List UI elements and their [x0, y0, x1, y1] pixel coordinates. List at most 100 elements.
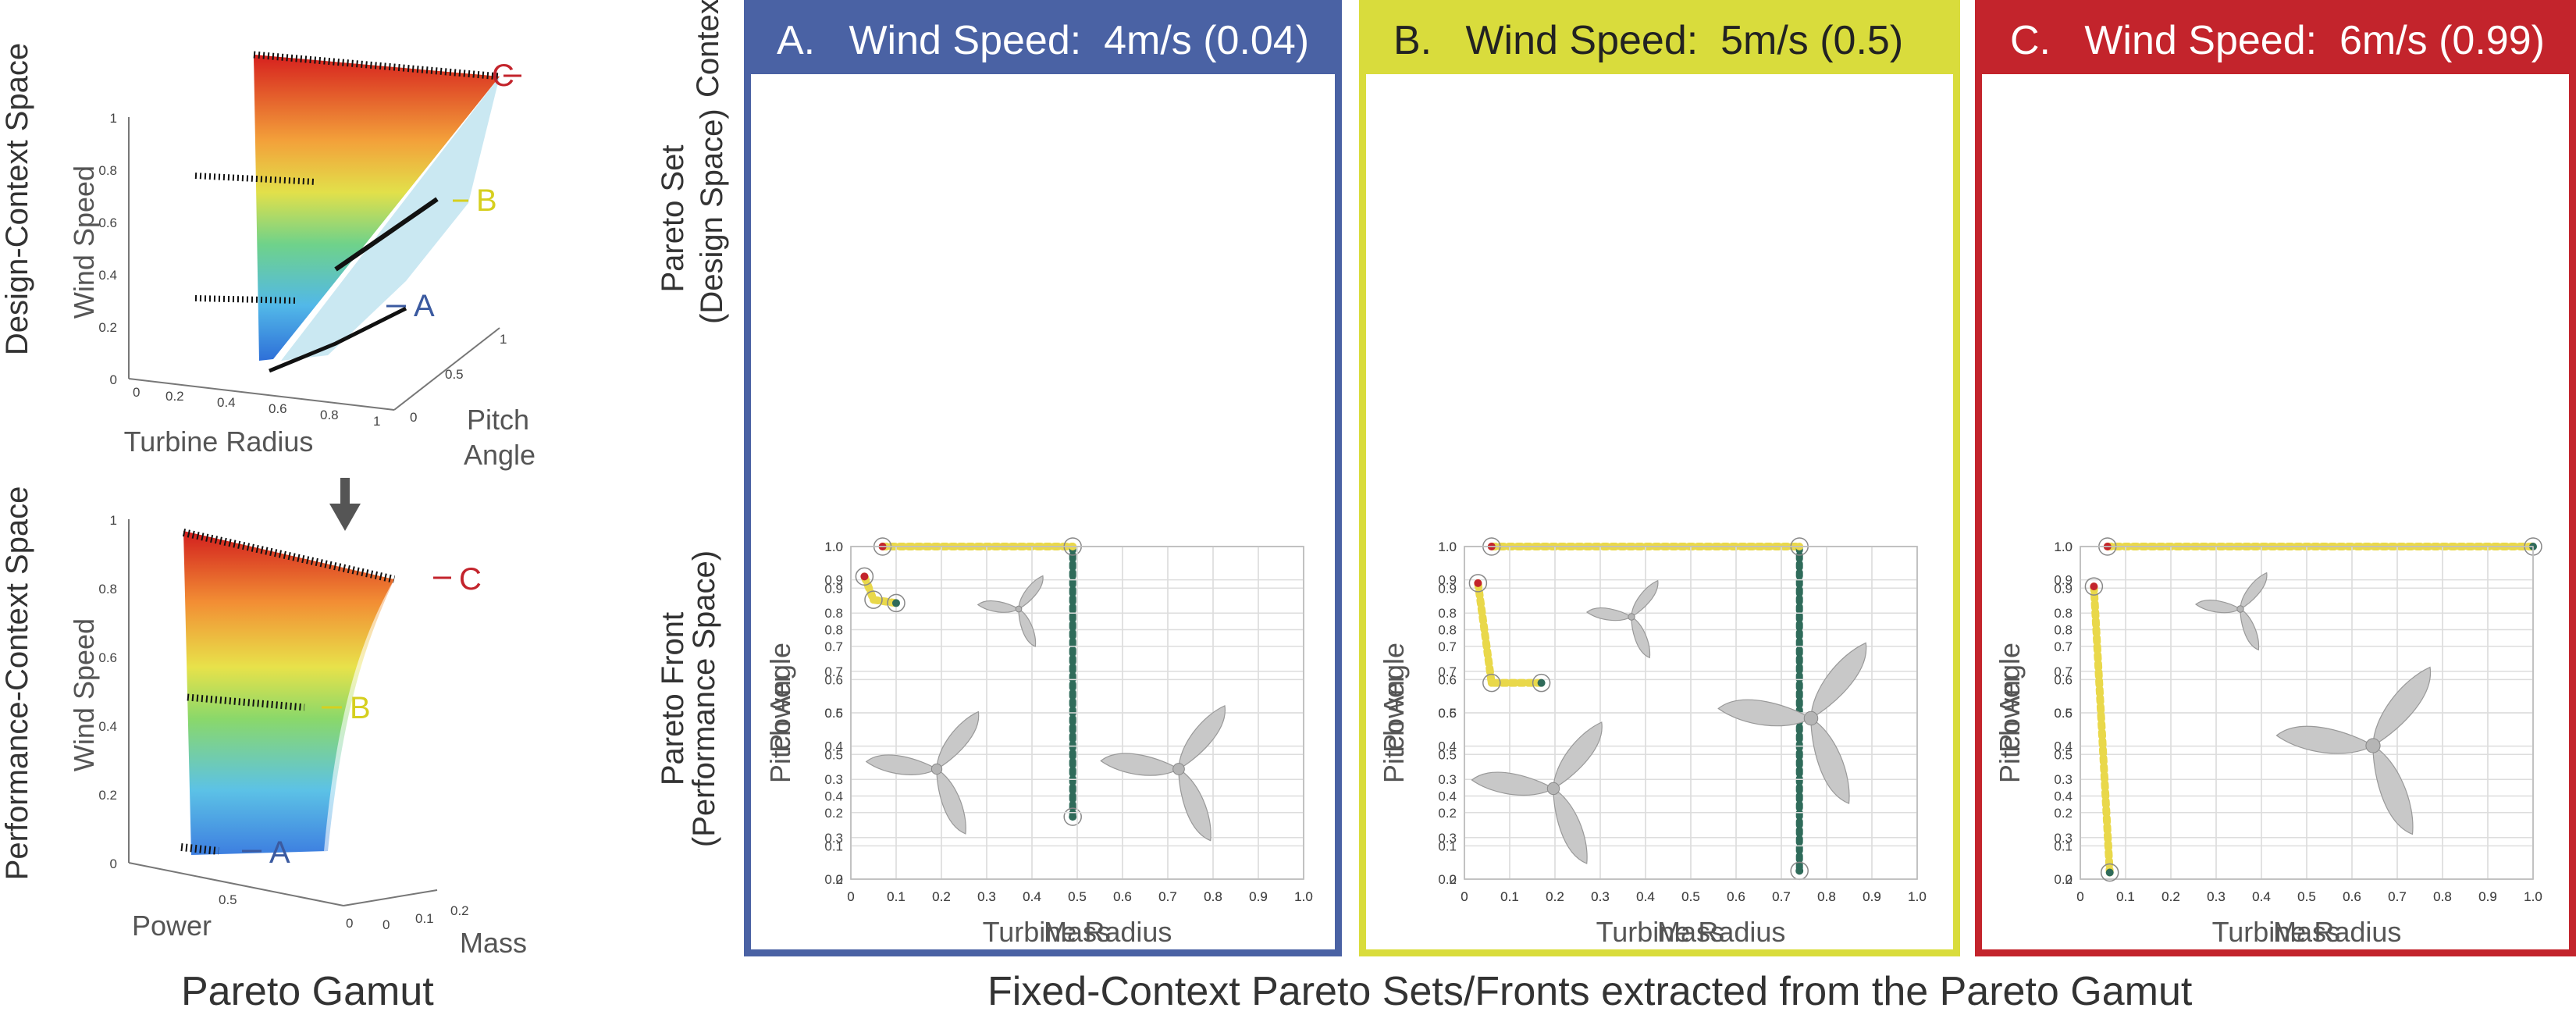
x-tick-label: 0.7 [1158, 889, 1177, 904]
tick-label: 0.5 [445, 367, 464, 382]
turbine-blade [936, 767, 966, 835]
x-tick-label: 0.3 [1591, 889, 1610, 904]
x-tick-label: 0.3 [2207, 889, 2226, 904]
plot-frame [850, 546, 1304, 880]
data-point [1069, 813, 1077, 821]
x-tick-label: 0.8 [1204, 889, 1222, 904]
x-axis-label: Mass [2273, 916, 2340, 948]
turbine-blade [1810, 642, 1867, 720]
tick-label: 0.5 [219, 892, 237, 907]
y-axis-label: Power [764, 673, 796, 753]
y-tick-label: 0.1 [2054, 839, 2073, 853]
x-tick-label: 0.1 [2116, 889, 2135, 904]
x-tick-label: 0.6 [2343, 889, 2361, 904]
y-tick-label: 0.3 [2054, 831, 2073, 846]
x-tick-label: 0.5 [1068, 889, 1087, 904]
x-tick-label: 0.1 [1500, 889, 1519, 904]
x-tick-label: 0.2 [932, 889, 951, 904]
turbine-blade [2275, 725, 2375, 754]
design-context-3d-plot: C B A [128, 51, 521, 411]
y-tick-label: 0.3 [824, 831, 843, 846]
tick-label: 0.8 [98, 163, 117, 178]
design-z-ticks: 1 0.8 0.6 0.4 0.2 0 [98, 111, 117, 387]
turbine-blade [977, 600, 1020, 613]
y-tick-label: 0.9 [2054, 573, 2073, 588]
tick-label: 0.2 [98, 788, 117, 803]
turbine-icon-large [1717, 642, 1867, 804]
y-tick-label: 0.5 [2054, 747, 2073, 762]
y-tick-label: 0.4 [1438, 789, 1457, 804]
tick-label: 1 [110, 111, 117, 126]
highlight-ring [1468, 574, 1488, 593]
tick-label: 0.6 [269, 401, 287, 416]
panel-c-header-band [1982, 7, 2569, 74]
tick-label: 1 [373, 414, 380, 429]
y-tick-label: 0.7 [824, 639, 843, 654]
y-tick-label: 0.4 [2054, 739, 2073, 754]
y-tick-label: 0.7 [2054, 639, 2073, 654]
tick-label: 0.8 [320, 408, 339, 422]
highlight-ring [1532, 673, 1551, 693]
plot-frame [1464, 546, 1918, 880]
x-tick-label: 0.4 [2252, 889, 2271, 904]
x-tick-label: 0.5 [1681, 889, 1700, 904]
x-tick-label: 0.6 [1727, 889, 1745, 904]
x-tick-label: 0.8 [1204, 889, 1222, 904]
y-tick-label: 0.6 [2054, 672, 2073, 687]
tick-label: 0.2 [450, 903, 469, 918]
y-tick-label: 0.9 [1438, 573, 1457, 588]
y-tick-label: 0.7 [2054, 664, 2073, 679]
slice-label-b-perf: B [350, 691, 371, 725]
x-tick-label: 0.5 [2297, 889, 2316, 904]
x-axis-label: Turbine Radius [2212, 916, 2402, 948]
y-tick-label: 0.5 [824, 747, 843, 762]
x-tick-label: 0.5 [1681, 889, 1700, 904]
x-tick-label: 0.6 [1727, 889, 1745, 904]
panel-a [744, 0, 1342, 956]
x-tick-label: 0 [847, 889, 854, 904]
x-tick-label: 0.6 [1113, 889, 1132, 904]
x-tick-label: 1.0 [1294, 889, 1313, 904]
tick-label: 1 [500, 332, 507, 347]
y-tick-label: 0.8 [2054, 623, 2073, 638]
design-y-axis-label-2: Angle [464, 439, 535, 471]
data-point [1795, 867, 1804, 875]
panel-a-header-band [751, 7, 1335, 74]
turbine-blade [1100, 753, 1180, 776]
highlight-ring [855, 567, 874, 586]
data-point [2105, 868, 2114, 877]
panel-b-title: B. Wind Speed: 5m/s (0.5) [1393, 18, 1904, 63]
y-tick-label: 0.6 [824, 706, 843, 721]
performance-context-3d-plot: C B A [128, 519, 482, 906]
slice-label-a: A [414, 289, 435, 323]
x-tick-label: 0 [2076, 889, 2083, 904]
tick-label: 0 [382, 917, 390, 932]
y-tick-label: 0.8 [1438, 623, 1457, 638]
slice-label-b: B [476, 183, 497, 218]
y-tick-label: 0.8 [824, 623, 843, 638]
x-tick-label: 0.1 [887, 889, 906, 904]
turbine-blade [1717, 699, 1813, 727]
x-tick-label: 0.5 [2297, 889, 2316, 904]
tick-label: 0.4 [98, 719, 117, 734]
turbine-hub [2365, 738, 2381, 753]
panel-c [1975, 0, 2576, 956]
turbine-hub [2236, 605, 2244, 613]
x-tick-label: 1.0 [2524, 889, 2542, 904]
x-tick-label: 0.4 [1636, 889, 1655, 904]
x-tick-label: 0.3 [2207, 889, 2226, 904]
y-tick-label: 0.6 [824, 672, 843, 687]
turbine-blade [936, 710, 980, 771]
panel-b-header-band [1366, 7, 1953, 74]
x-tick-label: 0.9 [1249, 889, 1268, 904]
x-tick-label: 0.9 [2478, 889, 2497, 904]
x-tick-label: 0.4 [1023, 889, 1041, 904]
turbine-icon-small [1586, 579, 1659, 659]
design-x-axis-label: Turbine Radius [124, 426, 314, 458]
tick-label: 0.6 [98, 215, 117, 230]
tick-label: 0 [346, 916, 353, 931]
turbine-hub [1172, 763, 1185, 775]
design-x-ticks: 0 0.2 0.4 0.6 0.8 1 [133, 385, 380, 429]
x-axis-label: Turbine Radius [983, 916, 1172, 948]
y-axis-label: Pitch Angle [764, 643, 796, 783]
